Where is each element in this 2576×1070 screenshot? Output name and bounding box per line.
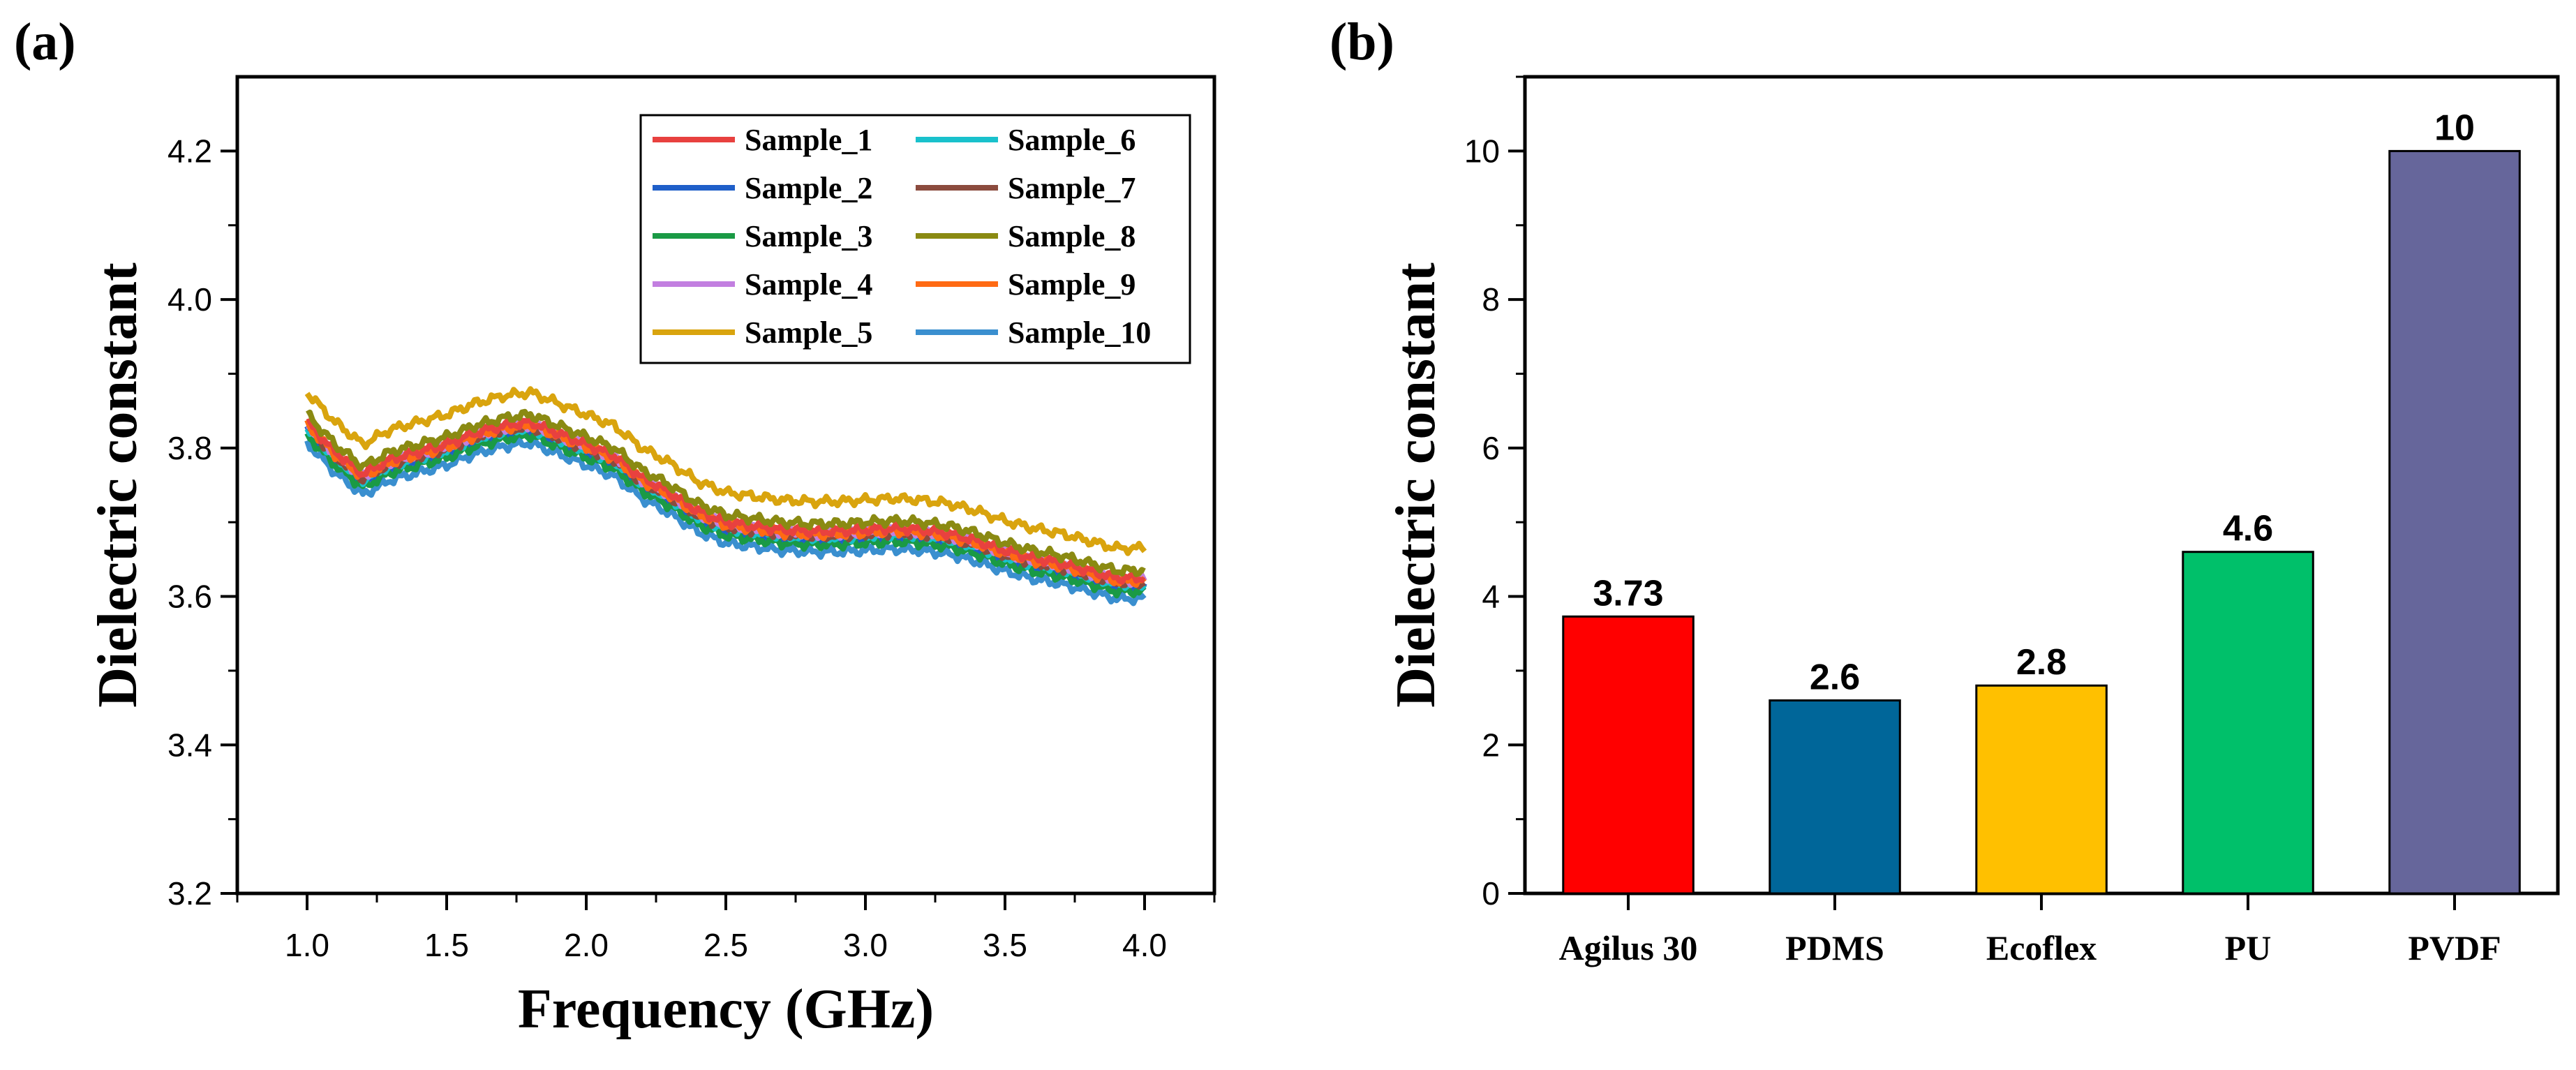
legend-label: Sample_10 bbox=[1008, 315, 1151, 350]
y-tick-label: 8 bbox=[1482, 281, 1500, 318]
bar-ecoflex bbox=[1975, 684, 2108, 895]
x-tick-label: PVDF bbox=[2408, 928, 2501, 967]
x-tick-label: 2.5 bbox=[703, 927, 748, 963]
y-tick-label: 6 bbox=[1482, 430, 1500, 466]
bar-value-label: 2.6 bbox=[1810, 657, 1860, 697]
y-tick-label: 4.2 bbox=[167, 133, 212, 169]
y-tick-label: 2 bbox=[1482, 727, 1500, 763]
axis-ticks bbox=[1508, 75, 2456, 910]
bar-value-label: 2.8 bbox=[2016, 642, 2067, 683]
bar-pvdf bbox=[2388, 149, 2521, 895]
bar-value-label: 4.6 bbox=[2223, 509, 2273, 549]
series-line-sample-8 bbox=[306, 408, 1146, 577]
y-tick-label: 10 bbox=[1464, 133, 1500, 169]
bar-value-label: 3.73 bbox=[1593, 573, 1663, 614]
y-tick-label: 3.2 bbox=[167, 875, 212, 912]
x-tick-labels: 1.0 1.5 2.0 2.5 3.0 3.5 4.0 bbox=[285, 927, 1167, 963]
legend-label: Sample_2 bbox=[745, 171, 872, 205]
series-line-sample-1 bbox=[306, 416, 1145, 585]
x-tick-label: 2.0 bbox=[564, 927, 609, 963]
axis-ticks bbox=[221, 149, 1216, 910]
y-axis-title: Dielectric constant bbox=[87, 262, 149, 708]
legend-label: Sample_6 bbox=[1008, 123, 1136, 157]
series-line-sample-5 bbox=[304, 386, 1147, 556]
legend: Sample_1 Sample_2 Sample_3 Sample_4 Sample_5… bbox=[639, 114, 1191, 364]
y-tick-label: 3.8 bbox=[167, 430, 212, 466]
panel-label-b: (b) bbox=[1330, 13, 1394, 71]
legend-label: Sample_7 bbox=[1008, 171, 1136, 205]
x-tick-label: Ecoflex bbox=[1986, 928, 2097, 967]
x-tick-label: 3.0 bbox=[843, 927, 888, 963]
bar-pdms bbox=[1769, 699, 1901, 895]
y-tick-label: 0 bbox=[1482, 875, 1500, 912]
x-tick-label: 1.5 bbox=[424, 927, 469, 963]
x-tick-label: 4.0 bbox=[1122, 927, 1167, 963]
legend-label: Sample_4 bbox=[745, 267, 872, 302]
y-tick-label: 4 bbox=[1482, 579, 1500, 615]
legend-label: Sample_8 bbox=[1008, 219, 1136, 253]
bar-value-labels: 3.73 2.6 2.8 4.6 10 bbox=[1593, 107, 2475, 697]
legend-label: Sample_5 bbox=[745, 315, 872, 350]
legend-label: Sample_3 bbox=[745, 219, 872, 253]
line-chart-panel: 1.0 1.5 2.0 2.5 3.0 3.5 4.0 3.2 3.4 3.6 3.8 4.0 4.2… bbox=[87, 75, 1216, 1040]
y-tick-labels: 3.2 3.4 3.6 3.8 4.0 4.2 bbox=[167, 133, 212, 912]
bar-agilus-30 bbox=[1562, 615, 1695, 895]
legend-label: Sample_1 bbox=[745, 123, 872, 157]
series-lines bbox=[304, 386, 1147, 607]
legend-label: Sample_9 bbox=[1008, 267, 1136, 302]
x-tick-label: Agilus 30 bbox=[1559, 928, 1698, 967]
y-tick-label: 3.4 bbox=[167, 727, 212, 763]
panel-label-a: (a) bbox=[14, 13, 76, 71]
x-tick-labels: Agilus 30 PDMS Ecoflex PU PVDF bbox=[1559, 928, 2501, 967]
y-axis-title: Dielectric constant bbox=[1385, 262, 1447, 708]
bar-value-label: 10 bbox=[2434, 107, 2475, 148]
x-tick-label: PDMS bbox=[1785, 928, 1884, 967]
bar-pu bbox=[2182, 551, 2314, 895]
x-tick-label: 3.5 bbox=[983, 927, 1027, 963]
legend-frame bbox=[639, 114, 1191, 364]
y-tick-label: 3.6 bbox=[167, 579, 212, 615]
series-line-sample-10 bbox=[304, 436, 1147, 607]
x-tick-label: 1.0 bbox=[285, 927, 329, 963]
y-tick-labels: 0 2 4 6 8 10 bbox=[1464, 133, 1500, 912]
x-axis-title: Frequency (GHz) bbox=[518, 979, 934, 1040]
bar-chart-panel: 0 2 4 6 8 10 Agilus 30 PDMS Ecoflex PU PVDF 3.73 2… bbox=[1385, 75, 2560, 967]
y-tick-label: 4.0 bbox=[167, 281, 212, 318]
x-tick-label: PU bbox=[2225, 928, 2272, 967]
bars bbox=[1562, 149, 2521, 895]
